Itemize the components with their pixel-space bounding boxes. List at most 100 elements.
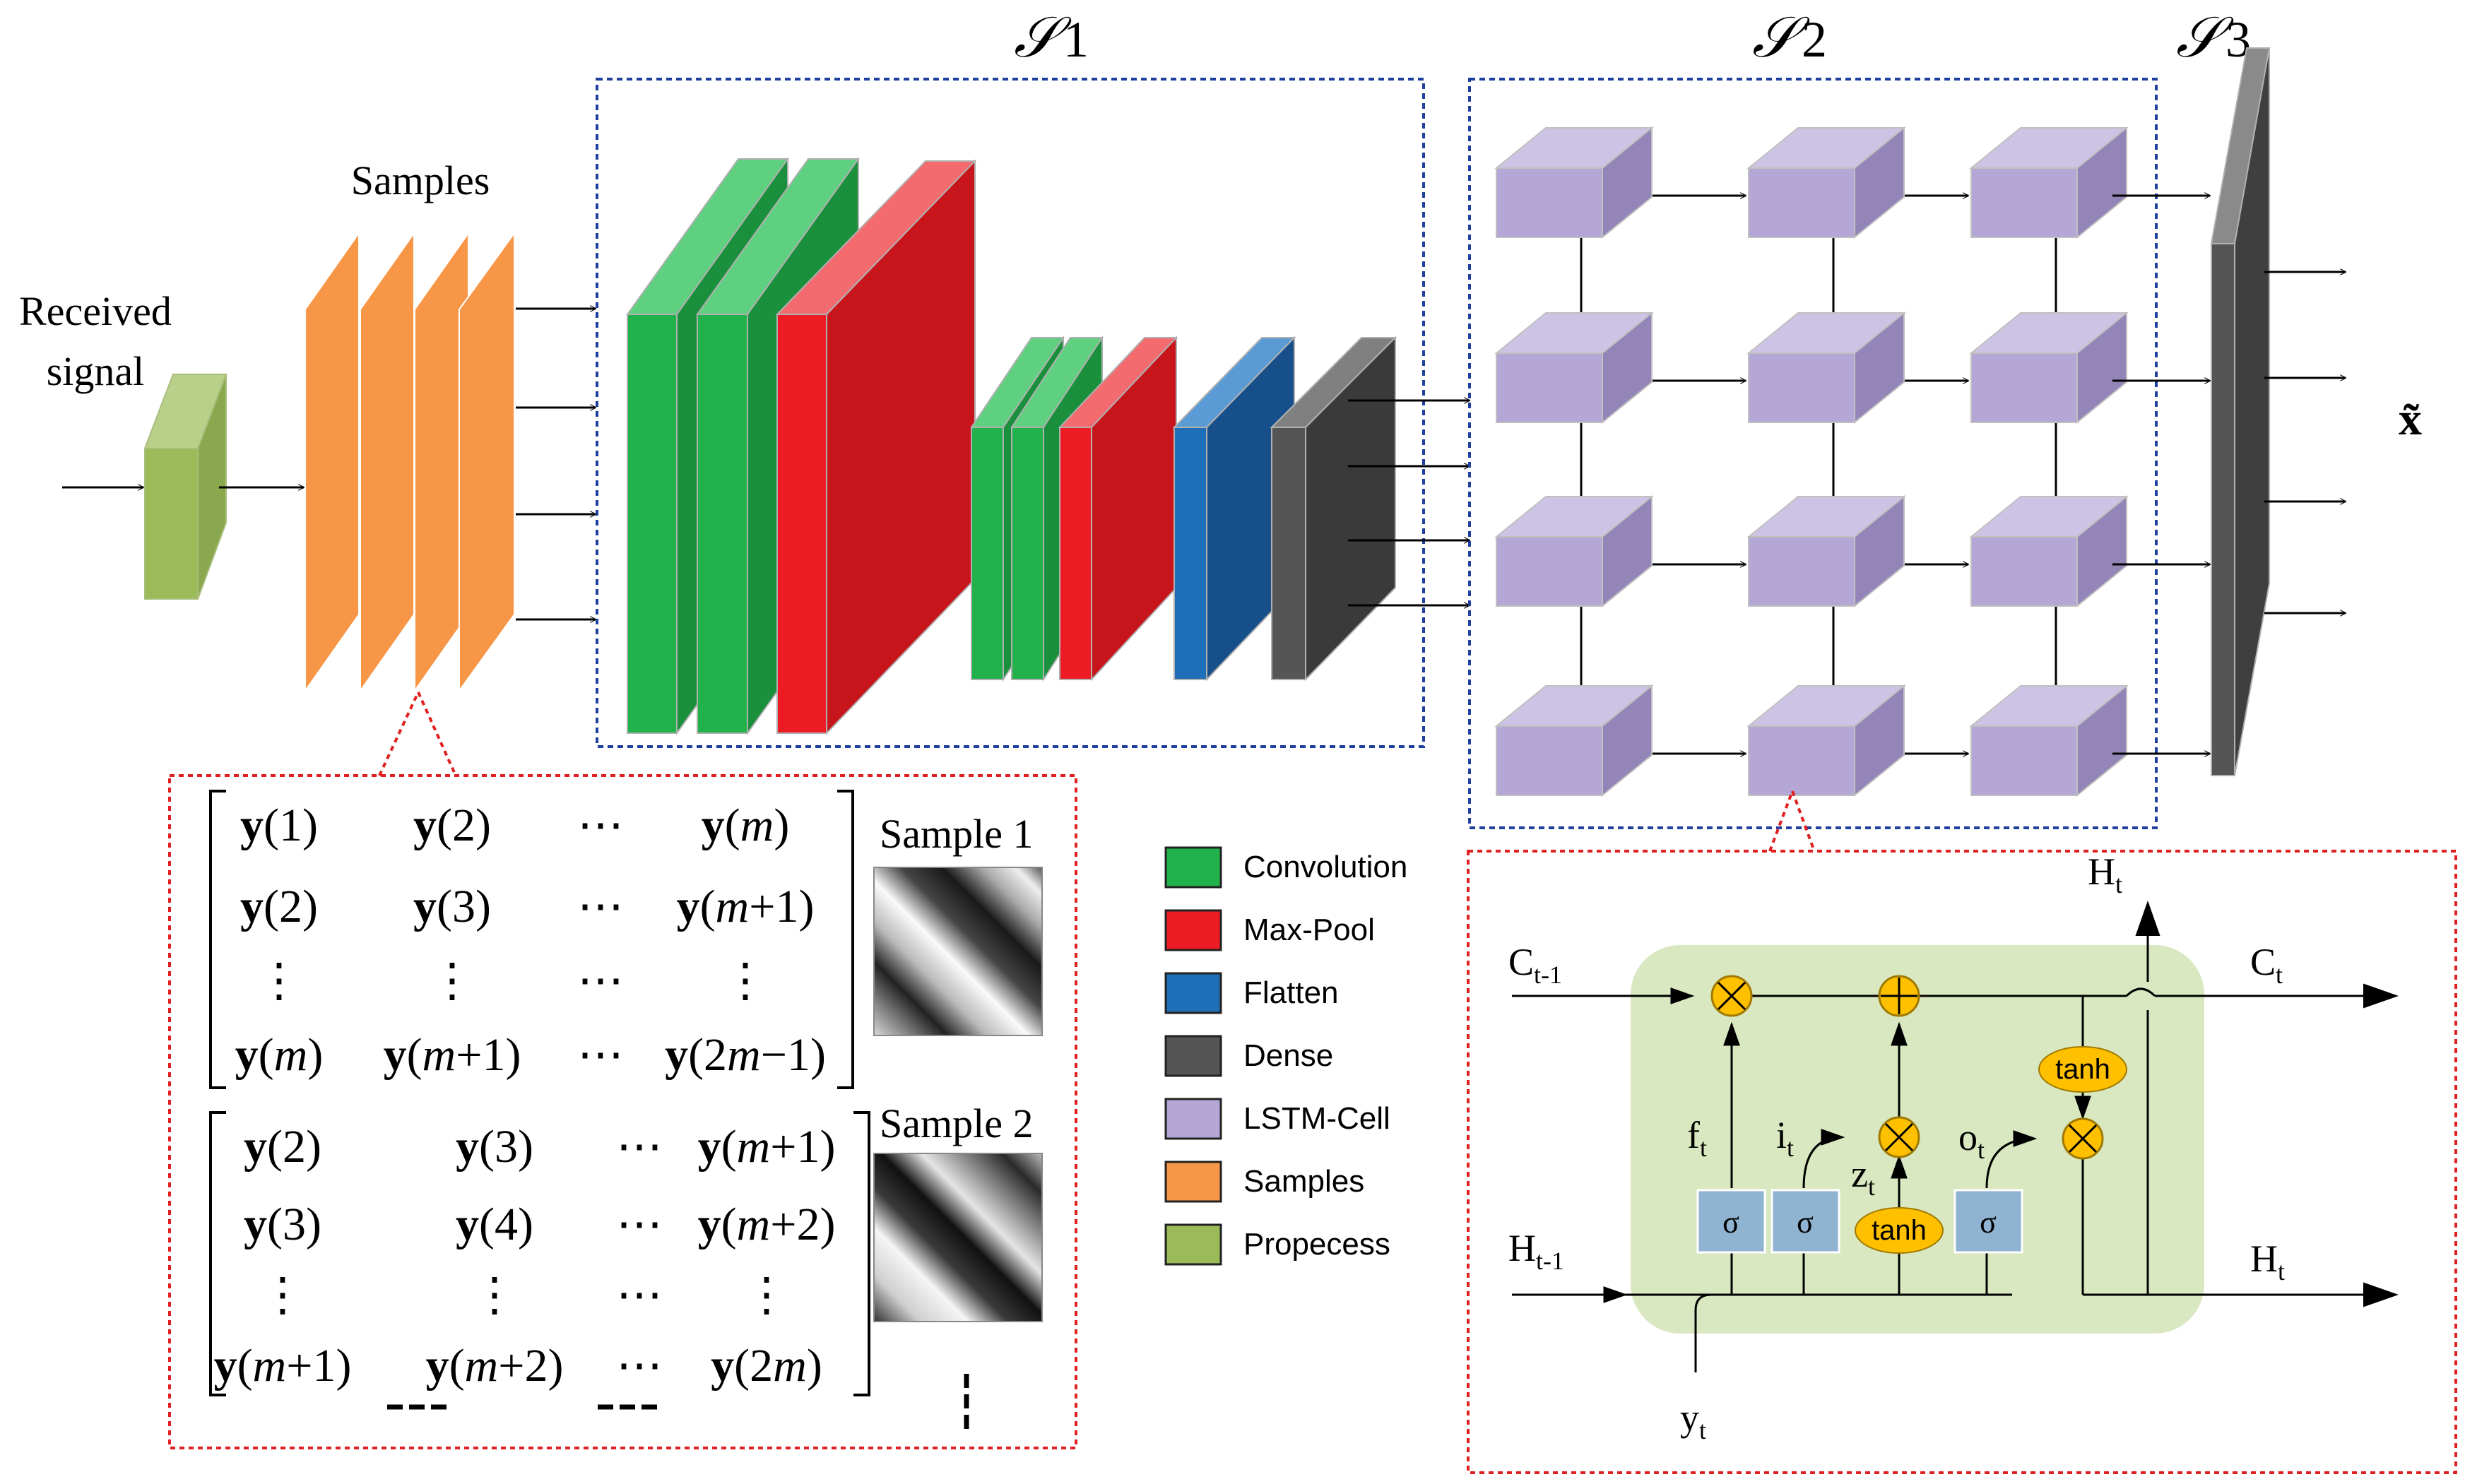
input-multiply-op xyxy=(1878,1116,1920,1158)
sample-plane-2 xyxy=(360,230,415,694)
stage-s3-label: 𝒮 3 xyxy=(2176,7,2251,69)
legend-label: Convolution xyxy=(1243,850,1407,884)
samples-label: Samples xyxy=(351,158,490,203)
legend-label: Dense xyxy=(1243,1038,1333,1073)
matrix-cell: y(m+1) xyxy=(677,881,815,932)
legend-item: Propecess xyxy=(1164,1223,1390,1266)
h-next-label: Ht xyxy=(2250,1237,2285,1286)
stage-s2-frame xyxy=(1468,78,2158,829)
legend-item: Max-Pool xyxy=(1164,909,1375,951)
preprocess-block xyxy=(143,374,227,600)
matrix-cell: ⋯ xyxy=(616,1199,663,1250)
matrix-cell: y(2m) xyxy=(711,1340,822,1391)
legend-label: Flatten xyxy=(1243,975,1339,1010)
matrix1-brackets xyxy=(209,790,854,1089)
matrix-cell: ⋮ xyxy=(722,955,769,1007)
matrix-cell: y(1) xyxy=(240,800,318,851)
sample-matrix-2: y(2) y(3) ⋯ y(m+1) y(3) y(4) ⋯ y(m+2) ⋮ ⋮ ⋯ ⋮ y(m+1)… xyxy=(214,1121,836,1391)
sample1-image xyxy=(873,867,1043,1036)
lstm-cell-wires xyxy=(1512,901,2399,1372)
matrix-cell: ⋯ xyxy=(577,881,624,932)
stage-s1-frame xyxy=(596,78,1425,748)
sample1-label: Sample 1 xyxy=(880,811,1033,857)
sample2-label: Sample 2 xyxy=(880,1100,1033,1146)
s3-output-arrows xyxy=(2264,272,2346,613)
lstm-cell-detail-frame xyxy=(1467,850,2457,1474)
c-prev-label: Ct-1 xyxy=(1508,941,1562,989)
lstm-cell-block xyxy=(1969,126,2129,239)
matrix-cell: ⋯ xyxy=(616,1121,663,1173)
matrix-cell: y(2) xyxy=(244,1121,321,1173)
svg-text:1: 1 xyxy=(1063,11,1089,68)
lstm-grid xyxy=(1494,126,2129,797)
h-prev-label: Ht-1 xyxy=(1508,1227,1564,1275)
legend-item: Flatten xyxy=(1164,972,1339,1014)
tanh-cell-state: tanh xyxy=(2038,1046,2127,1093)
forget-multiply-op xyxy=(1710,975,1753,1017)
matrix-cell: y(2m−1) xyxy=(665,1029,826,1081)
lstm-cell-block xyxy=(1746,126,1906,239)
matrix-cell: y(3) xyxy=(413,881,491,932)
matrix-cell: ⋮ xyxy=(259,1269,306,1321)
legend-swatch xyxy=(1164,972,1222,1014)
legend-swatch xyxy=(1164,1098,1222,1140)
lstm-cell-block xyxy=(1969,684,2129,797)
lstm-cell-block xyxy=(1494,126,1654,239)
maxpool-block-1 xyxy=(775,159,977,735)
output-gate-sigma: σ xyxy=(1953,1189,2023,1254)
sample-zoom-connectors xyxy=(378,691,457,776)
output-multiply-op xyxy=(2062,1117,2104,1160)
lstm-cell-block xyxy=(1746,311,1906,425)
c-next-label: Ct xyxy=(2250,941,2283,989)
legend-swatch xyxy=(1164,1223,1222,1266)
legend-item: Convolution xyxy=(1164,846,1407,889)
lstm-cell-block xyxy=(1746,494,1906,608)
sample-plane-4 xyxy=(459,230,515,694)
legend: Convolution Max-Pool Flatten Dense LSTM-Cell… xyxy=(1164,846,1407,1266)
svg-text:σ: σ xyxy=(1980,1205,1997,1240)
legend-label: Samples xyxy=(1243,1164,1364,1199)
lstm-cell-block xyxy=(1494,494,1654,608)
samples-to-cnn-arrows xyxy=(516,309,596,619)
matrix-cell: ⋮ xyxy=(256,955,302,1007)
sample-plane-1 xyxy=(305,230,360,694)
lstm-cell-block xyxy=(1746,684,1906,797)
forget-gate-label: ft xyxy=(1687,1114,1707,1162)
y-input-label: yt xyxy=(1680,1396,1706,1444)
input-gate-label: it xyxy=(1776,1114,1794,1162)
legend-swatch xyxy=(1164,1035,1222,1077)
matrix-cell: y(2) xyxy=(413,800,491,851)
tanh-candidate: tanh xyxy=(1855,1207,1944,1254)
matrix-cell: ⋮ xyxy=(743,1269,790,1321)
legend-label: Propecess xyxy=(1243,1227,1390,1262)
matrix-cell: ⋯ xyxy=(577,800,624,851)
stage-s1-label: 𝒮 1 xyxy=(1014,7,1089,69)
sample-matrix-1: y(1) y(2) ⋯ y(m) y(2) y(3) ⋯ y(m+1) ⋮ ⋮ ⋯ ⋮ y(m) y(m+… xyxy=(235,800,826,1081)
output-gate-label: ot xyxy=(1958,1116,1985,1164)
lstm-to-s3-arrows xyxy=(2112,196,2210,754)
matrix-cell: ⋮ xyxy=(471,1269,518,1321)
forget-gate-sigma: σ xyxy=(1696,1189,1766,1254)
matrix-cell: ⋯ xyxy=(577,955,624,1007)
matrix-cell: y(m) xyxy=(235,1029,324,1081)
lstm-cell-block xyxy=(1494,684,1654,797)
matrix-cell: ⋯ xyxy=(616,1340,663,1391)
maxpool-block-2 xyxy=(1058,336,1178,682)
legend-item: LSTM-Cell xyxy=(1164,1098,1390,1140)
matrix-cell: y(m+2) xyxy=(698,1199,836,1250)
lstm-cell-block xyxy=(1494,311,1654,425)
candidate-label: zt xyxy=(1851,1153,1875,1201)
dense-block xyxy=(1270,336,1397,682)
sample-detail-frame xyxy=(168,774,1077,1449)
matrix-cell: y(m+1) xyxy=(698,1121,836,1173)
legend-item: Samples xyxy=(1164,1161,1364,1203)
dense-to-lstm-arrows xyxy=(1348,400,1470,605)
s3-output-layer xyxy=(2210,47,2271,776)
continuation-dashes xyxy=(387,1374,969,1430)
samples-stack xyxy=(305,230,515,694)
lstm-cell-block xyxy=(1969,311,2129,425)
matrix-cell: y(m+1) xyxy=(214,1340,352,1391)
matrix-cell: ⋮ xyxy=(429,955,475,1007)
lstm-cell-block xyxy=(1969,494,2129,608)
lstm-zoom-connectors xyxy=(1768,790,1816,852)
